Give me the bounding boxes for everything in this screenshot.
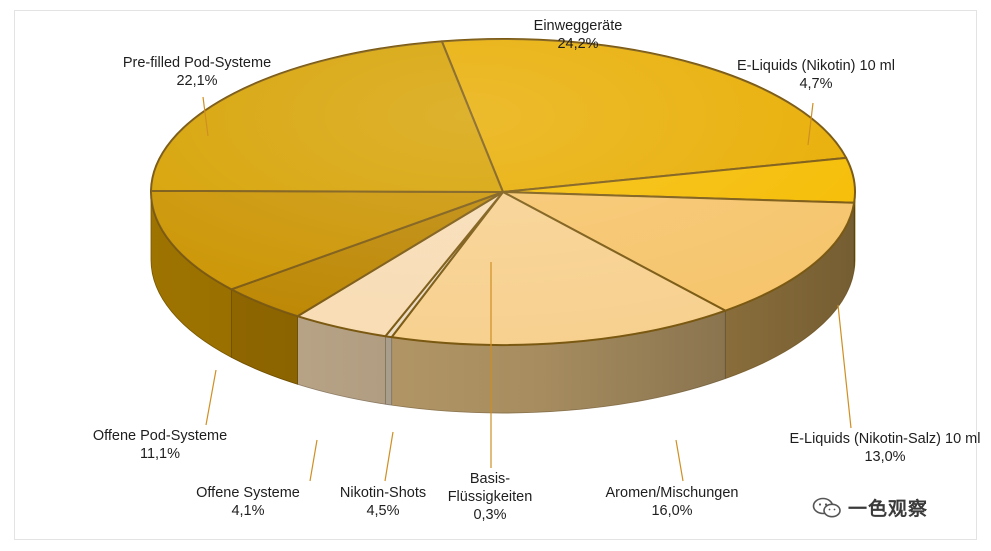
slice-value-4: 0,3%: [473, 507, 506, 523]
slice-value-8: 22,1%: [176, 73, 217, 89]
leader-line-8: [202, 96, 209, 137]
leader-line-1: [807, 102, 814, 146]
slice-label-6: Offene Systeme: [196, 485, 300, 501]
slice-value-3: 16,0%: [651, 503, 692, 519]
slice-label-3: Aromen/Mischungen: [606, 485, 739, 501]
wall-shadow: [151, 192, 855, 413]
slice-label-1: E-Liquids (Nikotin) 10 ml: [737, 58, 895, 74]
slice-label-0: Einweggeräte: [534, 18, 623, 34]
watermark: 一色观察: [812, 494, 928, 521]
wechat-icon: [812, 497, 842, 519]
slice-label-4: Basis-: [470, 471, 510, 487]
slice-label-8: Pre-filled Pod-Systeme: [123, 55, 271, 71]
slice-value-1: 4,7%: [799, 76, 832, 92]
slice-value-2: 13,0%: [864, 449, 905, 465]
slice-value-6: 4,1%: [231, 503, 264, 519]
watermark-text: 一色观察: [848, 499, 929, 520]
slice-value-7: 11,1%: [140, 446, 180, 462]
slice-label-4: Flüssigkeiten: [448, 489, 533, 505]
pie-side-shading: [151, 192, 855, 413]
slice-labels: Einweggeräte 24,2% E-Liquids (Nikotin) 10 …: [93, 18, 981, 523]
leader-line-7: [205, 369, 217, 426]
leader-line-5: [384, 431, 394, 482]
slice-label-7: Offene Pod-Systeme: [93, 428, 227, 444]
slice-label-2: E-Liquids (Nikotin-Salz) 10 ml: [790, 431, 981, 447]
leader-lines: [202, 96, 852, 482]
slice-value-5: 4,5%: [366, 503, 399, 519]
leader-line-2: [837, 304, 852, 429]
slice-label-5: Nikotin-Shots: [340, 485, 426, 501]
slice-value-0: 24,2%: [557, 36, 598, 52]
pie-top-faces: [150, 38, 856, 346]
leader-line-6: [309, 439, 318, 482]
top-gloss: [151, 39, 855, 345]
leader-line-3: [675, 439, 684, 482]
